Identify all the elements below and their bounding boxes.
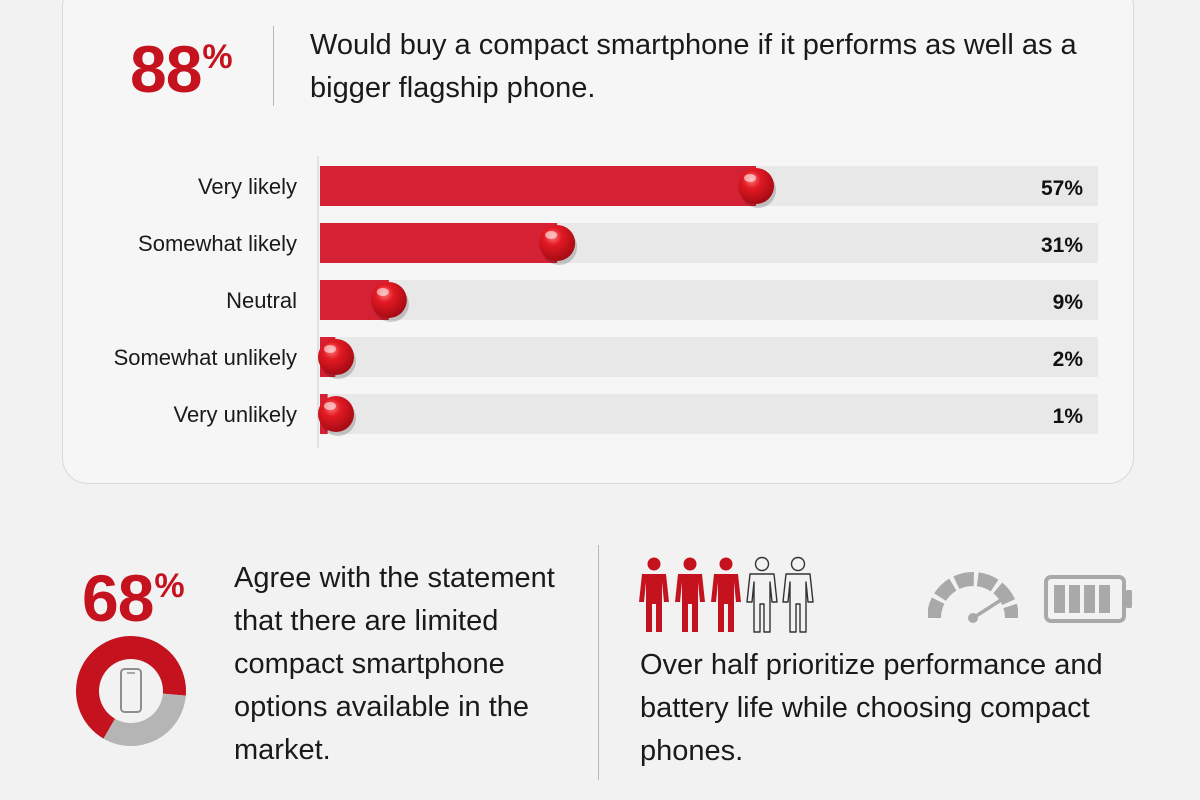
value-label: 1% (1053, 405, 1084, 428)
top-stat-number: 88 (130, 32, 202, 106)
donut-chart (76, 636, 186, 746)
bottom-stat-symbol: % (154, 567, 185, 605)
bottom-stat-number: 68 (82, 561, 154, 635)
people-icons (639, 556, 814, 633)
bottom-right-statement: Over half prioritize performance and bat… (640, 649, 1103, 767)
bar-somewhat-likely (320, 223, 558, 263)
bar-marker-ball (738, 168, 775, 204)
donut-segments (76, 636, 186, 746)
category-label: Somewhat likely (138, 231, 297, 256)
bar-marker-ball (539, 225, 576, 261)
person-icon (675, 557, 705, 632)
bar-marker-highlight (324, 402, 336, 410)
bottom-divider (598, 545, 599, 780)
category-label: Neutral (226, 288, 297, 313)
person-icon (711, 557, 741, 632)
person-icon (639, 557, 669, 632)
top-stat-percent: 88% (130, 36, 233, 102)
category-label: Very likely (198, 174, 297, 199)
smartphone-icon (120, 668, 142, 713)
battery-icon (1044, 575, 1132, 623)
speedometer-icon (928, 572, 1018, 623)
bar-marker-highlight (744, 174, 757, 182)
bar-track (320, 280, 1098, 320)
top-statement: Would buy a compact smartphone if it per… (310, 29, 1077, 104)
value-label: 9% (1053, 291, 1084, 314)
category-label: Somewhat unlikely (114, 345, 297, 370)
bar-marker-ball (318, 396, 354, 432)
category-label: Very unlikely (173, 402, 297, 427)
bar-track (320, 394, 1098, 434)
chart-bars: Very likely 57% Somewhat likely 31% Neutral 9… (114, 166, 1098, 436)
value-label: 2% (1053, 348, 1084, 371)
person-icon (782, 556, 814, 633)
value-label: 57% (1041, 177, 1083, 200)
bottom-left-statement: Agree with the statement that there are … (234, 562, 555, 766)
donut-segment-agree (76, 636, 186, 739)
bar-marker-highlight (545, 231, 558, 239)
bar-marker-ball (370, 282, 407, 318)
bottom-stat-percent: 68% (82, 565, 185, 631)
person-icon (746, 556, 778, 633)
top-stat-symbol: % (202, 38, 233, 76)
value-label: 31% (1041, 234, 1083, 257)
bar-very-likely (320, 166, 757, 206)
bar-marker-ball (318, 339, 354, 375)
bar-track (320, 337, 1098, 377)
top-divider (273, 26, 274, 106)
bar-marker-highlight (376, 288, 389, 296)
bar-marker-highlight (324, 345, 336, 353)
donut-segment-other (103, 693, 186, 746)
